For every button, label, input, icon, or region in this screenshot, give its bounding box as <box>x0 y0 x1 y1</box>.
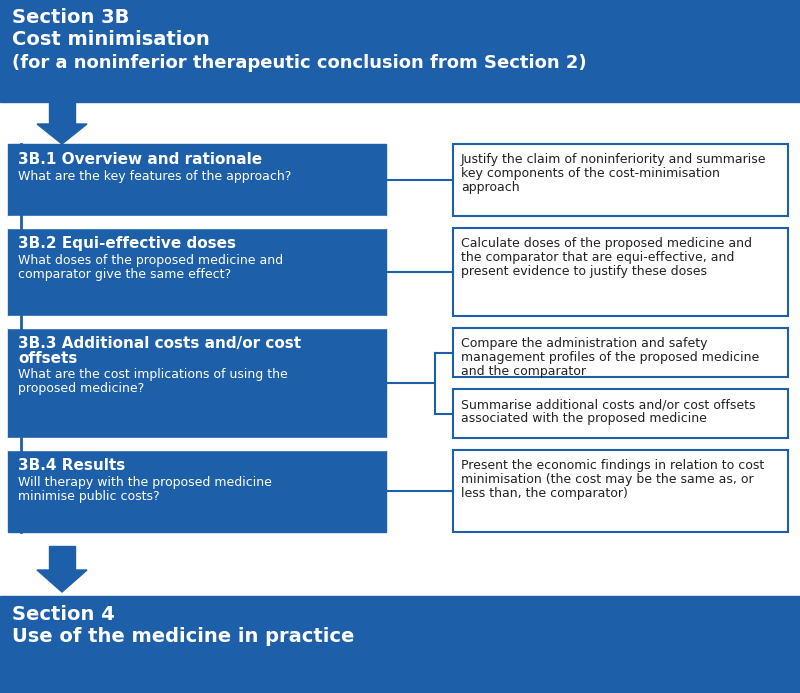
Text: offsets: offsets <box>18 351 78 366</box>
Text: Summarise additional costs and/or cost offsets: Summarise additional costs and/or cost o… <box>461 398 755 411</box>
Text: Use of the medicine in practice: Use of the medicine in practice <box>12 627 354 646</box>
Text: present evidence to justify these doses: present evidence to justify these doses <box>461 265 707 278</box>
Text: (for a noninferior therapeutic conclusion from Section 2): (for a noninferior therapeutic conclusio… <box>12 54 586 72</box>
Bar <box>453 389 788 438</box>
Bar <box>0 0 800 102</box>
Bar <box>8 328 386 438</box>
Bar <box>49 546 75 570</box>
Bar <box>453 450 788 532</box>
Bar <box>8 438 386 450</box>
Text: Section 3B: Section 3B <box>12 8 130 27</box>
Polygon shape <box>37 124 87 144</box>
Text: Present the economic findings in relation to cost: Present the economic findings in relatio… <box>461 459 764 472</box>
Text: 3B.3 Additional costs and/or cost: 3B.3 Additional costs and/or cost <box>18 336 301 351</box>
Bar <box>8 216 386 228</box>
Text: Compare the administration and safety: Compare the administration and safety <box>461 337 707 350</box>
Text: What are the key features of the approach?: What are the key features of the approac… <box>18 170 291 183</box>
Bar <box>0 596 800 693</box>
Text: 3B.1 Overview and rationale: 3B.1 Overview and rationale <box>18 152 262 167</box>
Polygon shape <box>37 570 87 592</box>
Text: minimisation (the cost may be the same as, or: minimisation (the cost may be the same a… <box>461 473 754 486</box>
Bar <box>8 316 386 328</box>
Bar <box>8 228 386 316</box>
Text: associated with the proposed medicine: associated with the proposed medicine <box>461 412 707 425</box>
Text: Justify the claim of noninferiority and summarise: Justify the claim of noninferiority and … <box>461 153 766 166</box>
Text: the comparator that are equi-effective, and: the comparator that are equi-effective, … <box>461 251 734 264</box>
Text: less than, the comparator): less than, the comparator) <box>461 487 628 500</box>
Text: key components of the cost-minimisation: key components of the cost-minimisation <box>461 167 720 180</box>
Text: 3B.2 Equi-effective doses: 3B.2 Equi-effective doses <box>18 236 236 251</box>
Text: Section 4: Section 4 <box>12 605 114 624</box>
Text: proposed medicine?: proposed medicine? <box>18 382 144 395</box>
Bar <box>453 328 788 377</box>
Text: and the comparator: and the comparator <box>461 365 586 378</box>
Text: What are the cost implications of using the: What are the cost implications of using … <box>18 368 288 381</box>
Text: 3B.4 Results: 3B.4 Results <box>18 458 126 473</box>
Text: approach: approach <box>461 181 520 194</box>
Bar <box>453 228 788 316</box>
Bar <box>49 102 75 124</box>
Text: Calculate doses of the proposed medicine and: Calculate doses of the proposed medicine… <box>461 237 752 250</box>
Text: management profiles of the proposed medicine: management profiles of the proposed medi… <box>461 351 759 364</box>
Text: minimise public costs?: minimise public costs? <box>18 490 160 503</box>
Bar <box>8 144 386 216</box>
Text: comparator give the same effect?: comparator give the same effect? <box>18 268 231 281</box>
Bar <box>8 450 386 532</box>
Text: Cost minimisation: Cost minimisation <box>12 30 210 49</box>
Text: Will therapy with the proposed medicine: Will therapy with the proposed medicine <box>18 476 272 489</box>
Text: What doses of the proposed medicine and: What doses of the proposed medicine and <box>18 254 283 267</box>
Bar <box>453 144 788 216</box>
